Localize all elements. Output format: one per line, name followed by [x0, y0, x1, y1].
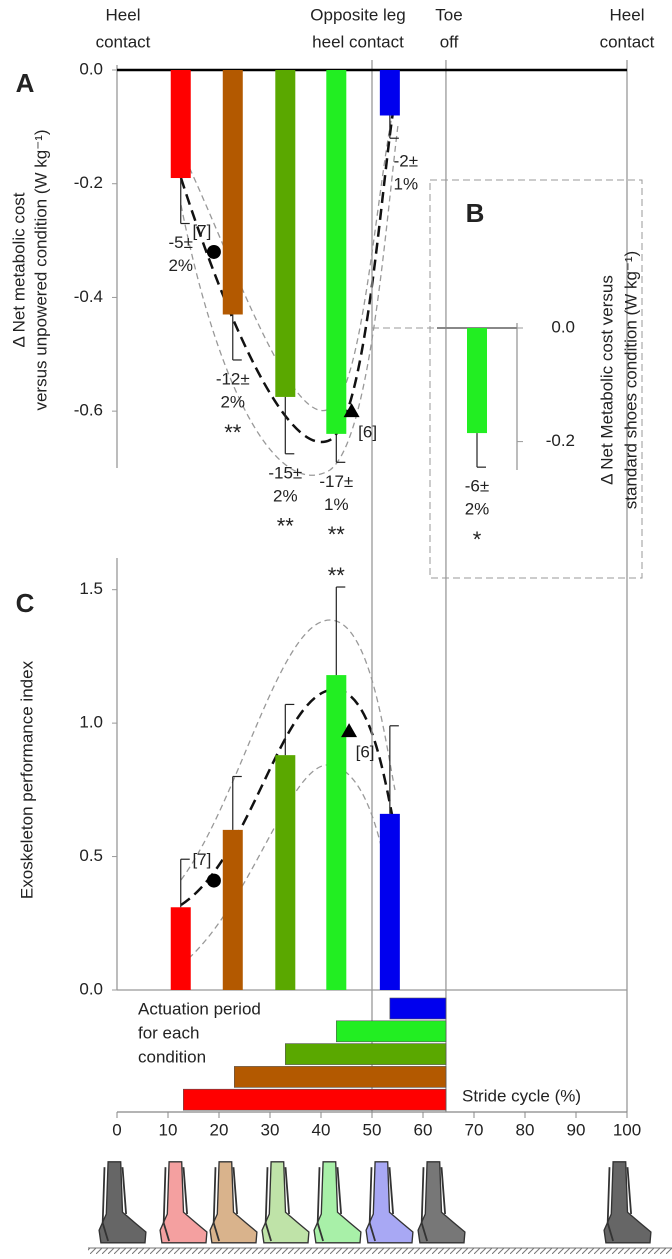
y-tick-label: 0.0 — [79, 59, 103, 78]
actuation-bar — [183, 1088, 447, 1111]
range-title: condition — [138, 1047, 206, 1066]
bar — [222, 829, 243, 990]
reference-label: [6] — [356, 743, 375, 762]
range-title: for each — [138, 1023, 199, 1042]
effect-label: 2% — [168, 256, 193, 275]
reference-point — [341, 723, 358, 738]
event-label: contact — [96, 32, 151, 51]
y-tick-label: -0.4 — [74, 287, 103, 306]
x-tick-label: 10 — [159, 1120, 178, 1139]
effect-label: 2% — [465, 500, 490, 519]
y-axis-label: Δ Net metabolic cost — [9, 192, 28, 347]
effect-label: -17± — [319, 472, 353, 491]
event-label: heel contact — [312, 32, 404, 51]
actuation-bar — [234, 1066, 447, 1088]
panel-letter: C — [16, 588, 35, 618]
x-tick-label: 50 — [363, 1120, 382, 1139]
x-tick-label: 90 — [567, 1120, 586, 1139]
bar — [222, 70, 243, 315]
x-axis-label: Stride cycle (%) — [462, 1086, 581, 1105]
y-tick-label: -0.2 — [74, 173, 103, 192]
event-label: off — [440, 32, 459, 51]
effect-label: 1% — [394, 175, 419, 194]
gait-illustrations — [88, 1160, 672, 1254]
bar — [467, 328, 487, 434]
reference-point — [343, 403, 360, 418]
bar — [326, 70, 347, 434]
significance: ** — [328, 522, 346, 547]
x-tick-label: 20 — [210, 1120, 229, 1139]
y-tick-label: 1.5 — [79, 579, 103, 598]
y-axis-label: Δ Net Metabolic cost versus — [597, 275, 616, 485]
x-tick-label: 100 — [613, 1120, 641, 1139]
reference-label: [6] — [358, 423, 377, 442]
significance: ** — [328, 563, 346, 588]
panel-letter: A — [16, 68, 35, 98]
y-axis-label: standard shoes condition (W kg⁻¹) — [621, 251, 640, 509]
y-axis-label: versus unpowered condition (W kg⁻¹) — [31, 129, 50, 410]
significance: ** — [224, 420, 242, 445]
reference-point — [206, 244, 221, 259]
x-tick-label: 70 — [465, 1120, 484, 1139]
effect-label: 2% — [273, 486, 298, 505]
effect-label: -6± — [465, 477, 489, 496]
event-label: contact — [600, 32, 655, 51]
range-title: Actuation period — [138, 999, 261, 1018]
bar — [275, 70, 296, 397]
y-tick-label: 0.0 — [79, 979, 103, 998]
y-tick-label: 0.5 — [79, 846, 103, 865]
bar — [379, 813, 400, 990]
actuation-bar — [389, 997, 447, 1020]
event-label: Opposite leg — [310, 5, 405, 24]
actuation-bar — [335, 1020, 447, 1043]
bar — [170, 70, 191, 179]
reference-label: [7] — [192, 221, 211, 240]
bar — [170, 907, 191, 990]
y-tick-label: -0.2 — [546, 431, 575, 450]
y-axis-label: Exoskeleton performance index — [17, 660, 36, 899]
event-label: Heel — [106, 5, 141, 24]
x-tick-label: 40 — [312, 1120, 331, 1139]
x-tick-label: 60 — [414, 1120, 433, 1139]
effect-label: 1% — [324, 495, 349, 514]
bar — [379, 70, 400, 116]
significance: ** — [277, 514, 295, 539]
effect-label: -2± — [394, 152, 418, 171]
bar — [275, 755, 296, 990]
event-label: Heel — [610, 5, 645, 24]
event-label: Toe — [435, 5, 462, 24]
effect-label: -15± — [268, 463, 302, 482]
y-tick-label: -0.6 — [74, 401, 103, 420]
x-tick-label: 80 — [516, 1120, 535, 1139]
x-tick-label: 30 — [261, 1120, 280, 1139]
panel-b-box — [429, 179, 643, 579]
panel-letter: B — [466, 198, 485, 228]
x-tick-label: 0 — [112, 1120, 121, 1139]
actuation-bar — [284, 1043, 447, 1065]
reference-point — [206, 873, 221, 888]
reference-label: [7] — [192, 850, 211, 869]
effect-label: -12± — [216, 369, 250, 388]
y-tick-label: 1.0 — [79, 713, 103, 732]
y-tick-label: 0.0 — [551, 317, 575, 336]
bar — [326, 675, 347, 990]
significance: * — [473, 527, 482, 552]
effect-label: 2% — [220, 392, 245, 411]
effect-label: -5± — [169, 233, 193, 252]
